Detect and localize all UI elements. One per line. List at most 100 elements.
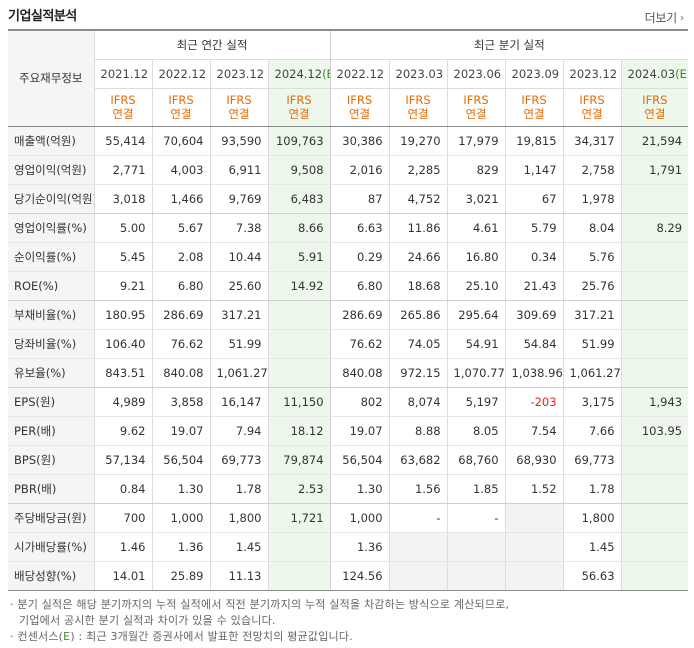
table-cell: 2,758 [562, 155, 622, 185]
table-cell [620, 532, 689, 562]
table-cell: 21,594 [620, 126, 689, 156]
ifrs-label: IFRS 연결 [151, 87, 210, 127]
row-label: 주당배당금(원) [8, 503, 94, 533]
table-cell: 5.67 [151, 213, 210, 243]
table-cell: 4,989 [93, 387, 152, 417]
period-header: 2023.03 [388, 58, 448, 88]
table-cell: 0.34 [504, 242, 564, 272]
table-cell: 2.53 [267, 474, 331, 504]
row-label: BPS(원) [8, 445, 94, 475]
table-cell: 68,760 [446, 445, 506, 475]
table-cell: 2.08 [151, 242, 210, 272]
table-cell: 10.44 [209, 242, 268, 272]
table-cell: 1.85 [446, 474, 506, 504]
group-header-row: 주요재무정보 최근 연간 실적 최근 분기 실적 [8, 29, 689, 127]
period-header: 2023.12 [209, 58, 268, 88]
footnote-line: 기업에서 공시한 분기 실적과 차이가 있을 수 있습니다. [19, 614, 276, 627]
table-cell: 25.76 [562, 271, 622, 301]
table-cell: 5.00 [93, 213, 152, 243]
table-cell: 57,134 [93, 445, 152, 475]
table-cell: 51.99 [562, 329, 622, 359]
row-label: EPS(원) [8, 387, 94, 417]
table-cell: 54.91 [446, 329, 506, 359]
label-column-header: 주요재무정보 [8, 29, 94, 127]
ifrs-label: IFRS 연결 [562, 87, 622, 127]
date-header-row: 2021.122022.122023.122024.12(E)2022.1220… [8, 58, 689, 88]
table-cell: 56.63 [562, 561, 622, 591]
table-cell [267, 300, 331, 330]
table-cell: 69,773 [209, 445, 268, 475]
table-cell [620, 358, 689, 388]
table-cell: 19.07 [151, 416, 210, 446]
period-header: 2023.09 [504, 58, 564, 88]
table-cell: 7.66 [562, 416, 622, 446]
table-cell: 17,979 [446, 126, 506, 156]
table-cell: 1,800 [562, 503, 622, 533]
table-cell: 34,317 [562, 126, 622, 156]
table-cell: 5.76 [562, 242, 622, 272]
table-cell: 76.62 [151, 329, 210, 359]
table-cell: 14.01 [93, 561, 152, 591]
table-cell: 6.63 [329, 213, 390, 243]
period-header: 2024.03(E) [620, 58, 689, 88]
row-label: 유보율(%) [8, 358, 94, 388]
table-cell [620, 445, 689, 475]
table-cell [446, 532, 506, 562]
table-cell: 18.68 [388, 271, 448, 301]
table-cell: 55,414 [93, 126, 152, 156]
table-cell: 5.91 [267, 242, 331, 272]
table-cell: 6,483 [267, 184, 331, 214]
table-row: 유보율(%) 843.51 840.08 1,061.27 840.08 972.15 1,… [8, 358, 689, 388]
table-cell: - [446, 503, 506, 533]
ifrs-label: IFRS 연결 [267, 87, 331, 127]
table-cell: 802 [329, 387, 390, 417]
table-cell [620, 242, 689, 272]
table-cell: 1,943 [620, 387, 689, 417]
table-cell: 1.52 [504, 474, 564, 504]
chevron-right-icon: › [679, 11, 684, 24]
table-cell [620, 300, 689, 330]
section-title: 기업실적분석 [8, 9, 77, 24]
table-cell: 843.51 [93, 358, 152, 388]
period-header: 2021.12 [93, 58, 152, 88]
table-cell: 16,147 [209, 387, 268, 417]
table-cell: 18.12 [267, 416, 331, 446]
table-cell: 0.29 [329, 242, 390, 272]
table-row: BPS(원) 57,134 56,504 69,773 79,874 56,504 63,6… [8, 445, 689, 475]
ifrs-header-row: IFRS 연결 IFRS 연결 IFRS 연결 IFRS 연결 IFRS 연결 IFRS 연결 IFRS… [8, 87, 689, 127]
table-cell: 4,752 [388, 184, 448, 214]
table-cell [267, 532, 331, 562]
table-cell: 1.78 [562, 474, 622, 504]
row-label: ROE(%) [8, 271, 94, 301]
financial-summary-table: 주요재무정보 최근 연간 실적 최근 분기 실적 2021.12 2022.12 2… [8, 29, 689, 591]
table-cell [620, 474, 689, 504]
table-cell: 972.15 [388, 358, 448, 388]
table-cell [504, 561, 564, 591]
table-cell: 25.89 [151, 561, 210, 591]
table-cell: 1.30 [151, 474, 210, 504]
table-cell: 286.69 [151, 300, 210, 330]
table-cell: -203 [504, 387, 564, 417]
ifrs-label: IFRS 연결 [620, 87, 689, 127]
period-header: 2023.06 [446, 58, 506, 88]
table-cell: 1.56 [388, 474, 448, 504]
table-cell: 63,682 [388, 445, 448, 475]
table-cell: 68,930 [504, 445, 564, 475]
table-cell: 286.69 [329, 300, 390, 330]
table-row: 당기순이익(억원) 3,018 1,466 9,769 6,483 87 4,752 3,02… [8, 184, 689, 214]
table-cell: 103.95 [620, 416, 689, 446]
table-cell: 93,590 [209, 126, 268, 156]
more-link[interactable]: 더보기 › [645, 9, 685, 26]
table-cell: 2,285 [388, 155, 448, 185]
ifrs-label: IFRS 연결 [93, 87, 152, 127]
table-cell: 1.45 [209, 532, 268, 562]
table-cell: 1,070.77 [446, 358, 506, 388]
table-cell: 11.86 [388, 213, 448, 243]
table-cell: 109,763 [267, 126, 331, 156]
table-cell: 4,003 [151, 155, 210, 185]
table-cell: 265.86 [388, 300, 448, 330]
table-row: ROE(%) 9.21 6.80 25.60 14.92 6.80 18.68 25.10 21… [8, 271, 689, 301]
table-row: 매출액(억원) 55,414 70,604 93,590 109,763 30,386 19… [8, 126, 689, 156]
table-cell: 124.56 [329, 561, 390, 591]
row-label: 영업이익(억원) [8, 155, 94, 185]
